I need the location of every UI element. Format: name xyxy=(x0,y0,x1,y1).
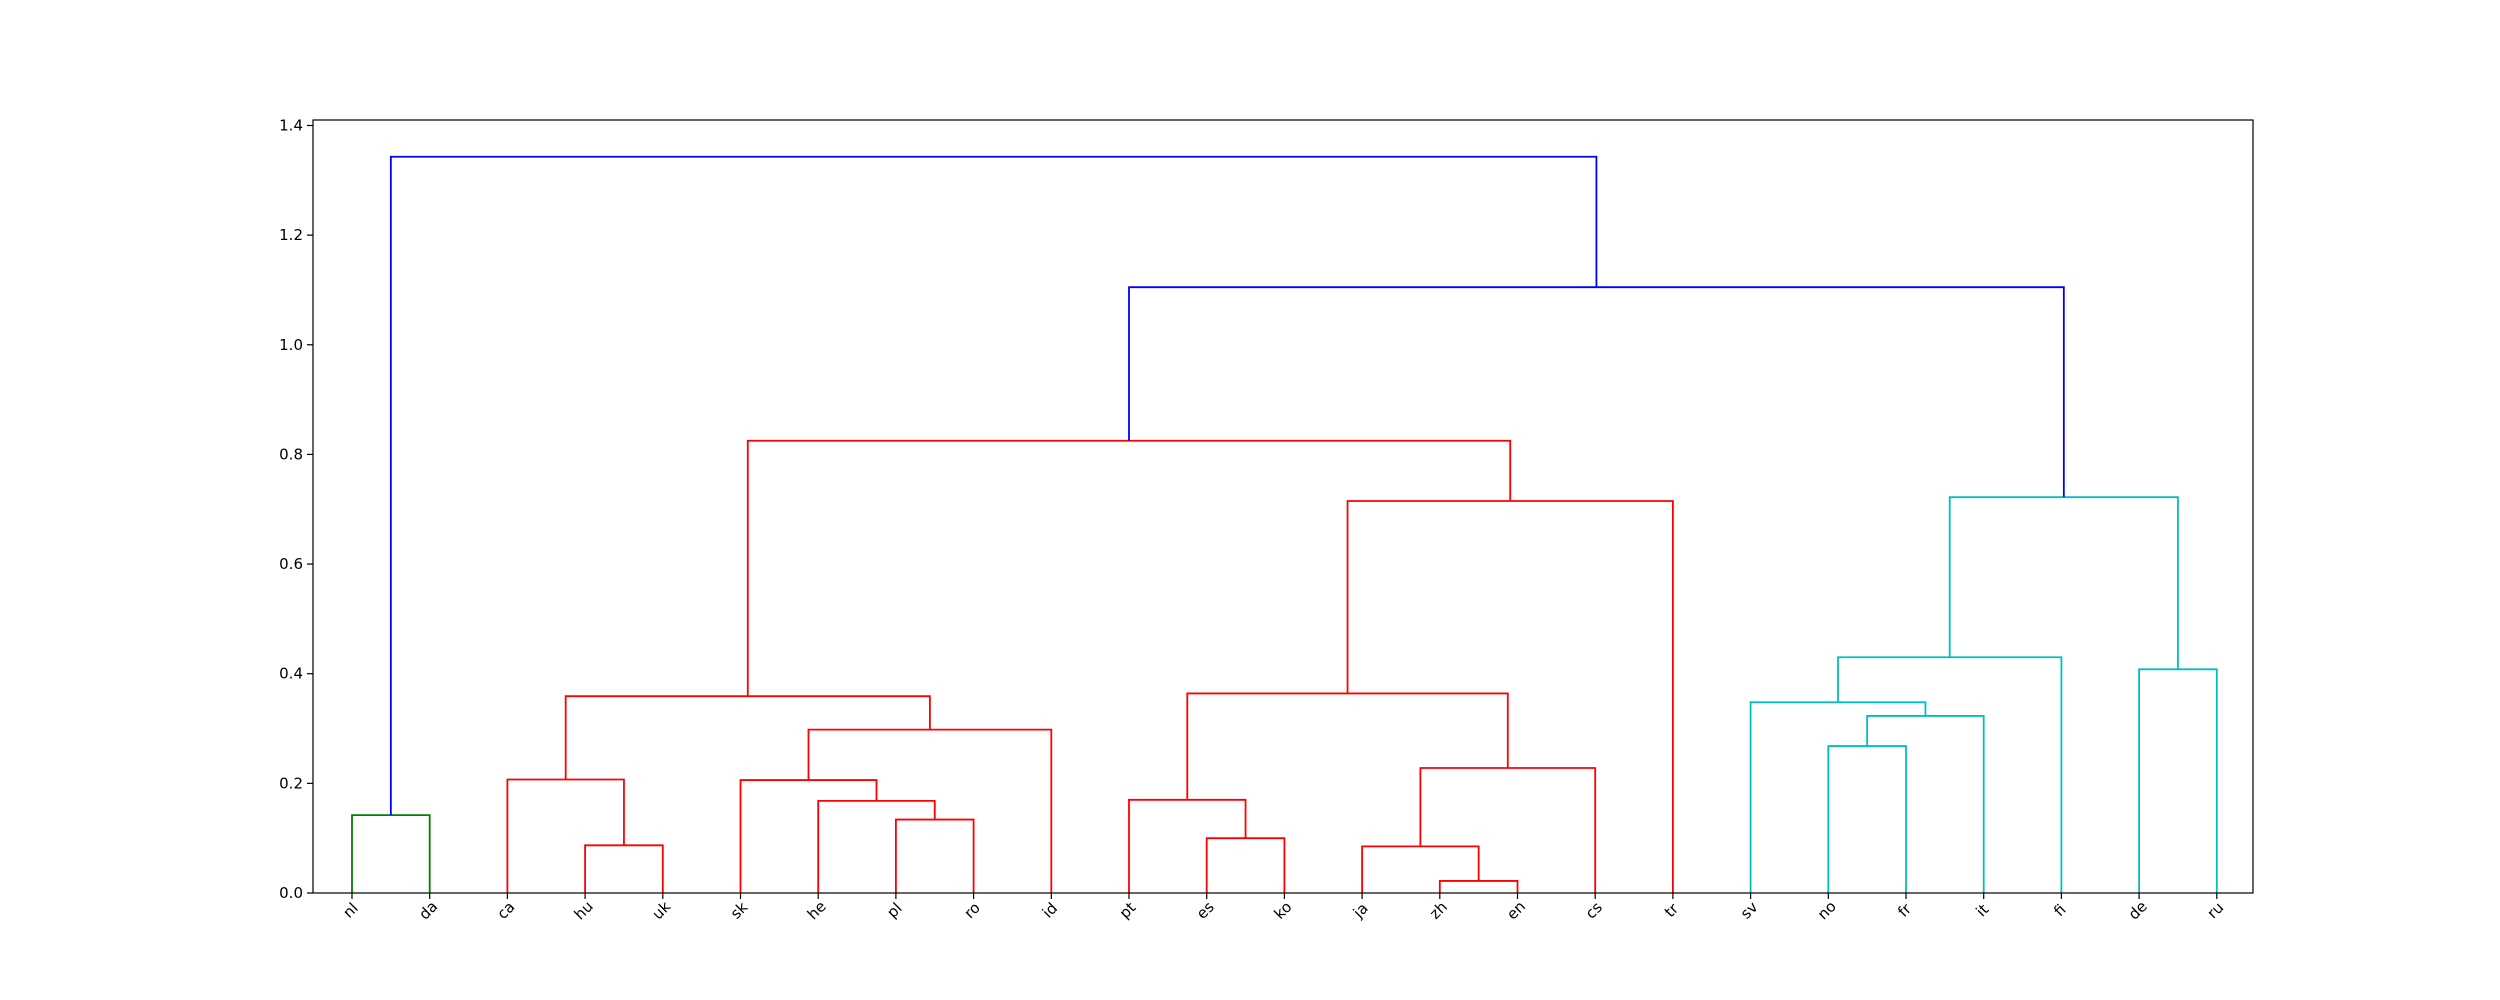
y-axis: 0.0 0.2 0.4 0.6 0.8 1.0 1.2 1.4 xyxy=(279,116,313,902)
y-tick-label: 0.6 xyxy=(279,555,303,573)
y-tick-label: 0.0 xyxy=(279,884,303,902)
link-pl-ro xyxy=(895,818,975,893)
dendrogram-links xyxy=(351,155,2218,893)
link-nl-da xyxy=(351,814,431,893)
y-tick-label: 0.2 xyxy=(279,774,303,792)
y-tick-label: 0.8 xyxy=(279,445,303,463)
y-tick-label: 0.4 xyxy=(279,665,303,683)
link-C3-C7 xyxy=(564,695,931,780)
plot-frame xyxy=(312,119,2254,894)
link-C17-it xyxy=(1866,715,1985,893)
link-C8-C15 xyxy=(746,439,1512,697)
link-he-C4 xyxy=(817,799,936,893)
y-tick-label: 1.4 xyxy=(279,116,303,134)
y-tick-label: 1.2 xyxy=(279,226,303,244)
link-ja-C11 xyxy=(1361,845,1480,893)
link-C14-tr xyxy=(1346,500,1674,893)
y-tick-label: 1.0 xyxy=(279,336,303,354)
link-C1-C23 xyxy=(389,155,1598,816)
